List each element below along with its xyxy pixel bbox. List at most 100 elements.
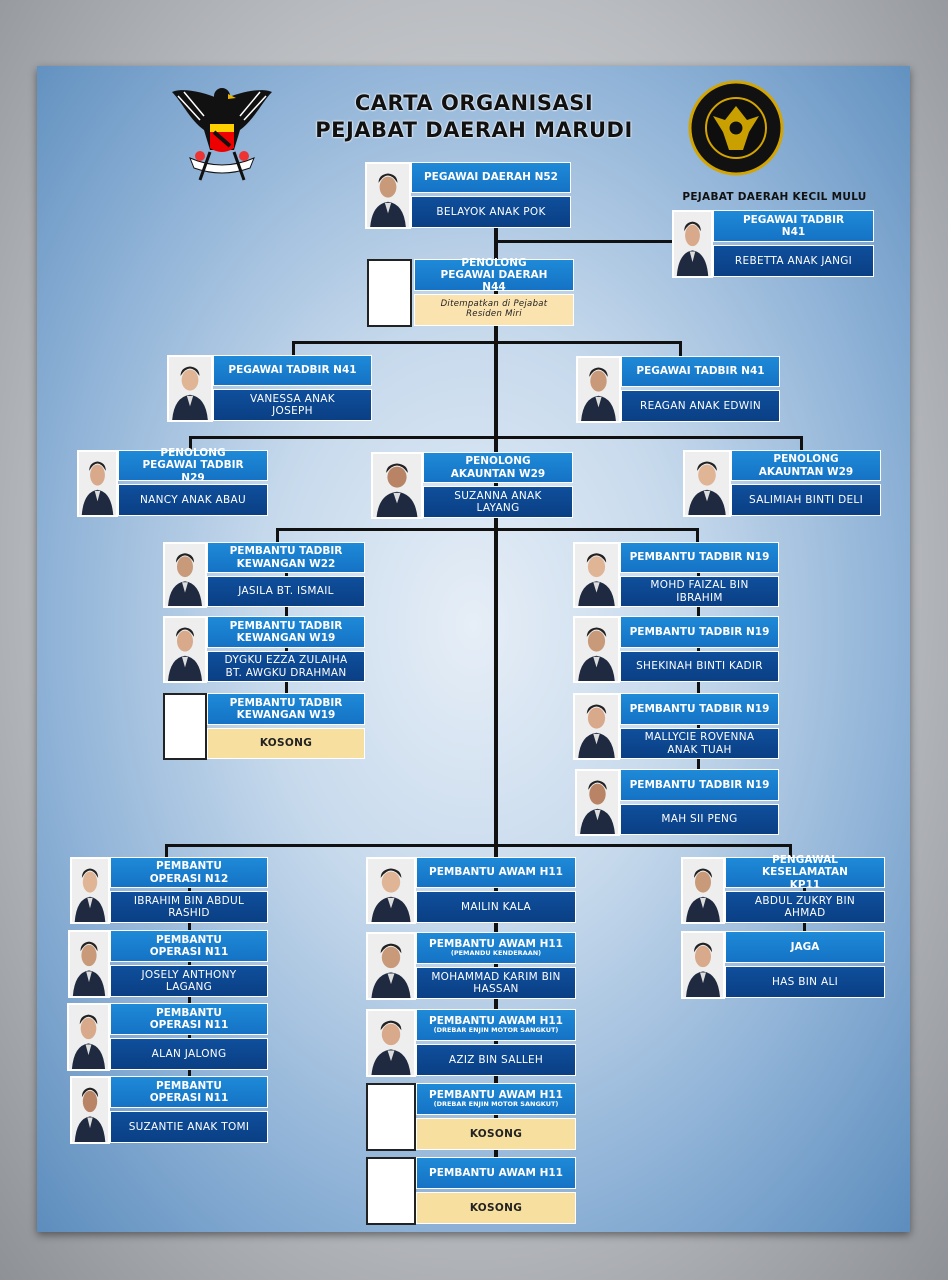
position-title: PEMBANTU AWAM H11	[416, 857, 576, 888]
staff-name-text: MOHAMMAD KARIM BIN HASSAN	[431, 970, 561, 995]
position-title: PEMBANTU AWAM H11 (DREBAR ENJIN MOTOR SAN…	[416, 1009, 576, 1041]
staff-name-text: KOSONG	[469, 1201, 523, 1214]
vacant-name: KOSONG	[416, 1192, 576, 1224]
staff-photo	[681, 931, 725, 999]
sarawak-crest-logo	[172, 88, 272, 181]
position-title-text: PEMBANTU OPERASI N11	[149, 1006, 229, 1031]
position-title-text: PEMBANTU AWAM H11	[429, 1015, 563, 1028]
staff-name-text: ALAN JALONG	[151, 1047, 227, 1060]
position-title: PEMBANTU TADBIR KEWANGAN W19	[207, 693, 365, 725]
connector-line	[696, 528, 699, 542]
position-title: PENOLONG PEGAWAI DAERAH N44	[414, 256, 574, 294]
position-title-text: JAGA	[790, 940, 820, 953]
position-title-text: PEGAWAI TADBIR N41	[228, 364, 357, 377]
vacant-name: KOSONG	[207, 728, 365, 759]
staff-name: IBRAHIM BIN ABDUL RASHID	[110, 891, 268, 923]
staff-name-text: REBETTA ANAK JANGI	[734, 254, 853, 267]
position-title-text: PEMBANTU AWAM H11	[429, 1089, 563, 1102]
civil-service-seal-logo	[688, 80, 784, 176]
staff-photo	[70, 857, 110, 924]
connector-line	[165, 844, 168, 857]
staff-photo	[371, 452, 423, 519]
position-title: PEGAWAI TADBIR N41	[213, 355, 372, 386]
staff-photo	[681, 857, 725, 924]
position-title-text: PEMBANTU TADBIR KEWANGAN W22	[229, 545, 343, 570]
staff-name: SUZANTIE ANAK TOMI	[110, 1111, 268, 1143]
staff-name-text: KOSONG	[469, 1127, 523, 1140]
staff-name-text: NANCY ANAK ABAU	[140, 493, 246, 506]
staff-name-text: IBRAHIM BIN ABDUL RASHID	[133, 894, 245, 919]
staff-name: SHEKINAH BINTI KADIR	[620, 651, 779, 682]
staff-photo	[573, 693, 620, 760]
chart-title-line1: CARTA ORGANISASI	[354, 91, 594, 115]
position-title: PEGAWAI DAERAH N52	[411, 162, 571, 193]
photo-placeholder	[367, 259, 412, 327]
staff-name-text: BELAYOK ANAK POK	[436, 205, 546, 218]
staff-name-text: HAS BIN ALI	[771, 975, 838, 988]
position-title-text: PEMBANTU OPERASI N12	[149, 860, 229, 885]
position-title-text: PENOLONG AKAUNTAN W29	[758, 453, 854, 478]
position-title: PEMBANTU OPERASI N11	[110, 930, 268, 962]
position-title-text: PEGAWAI TADBIR N41	[636, 365, 765, 378]
connector-line	[494, 228, 498, 1158]
position-title-text: PENOLONG AKAUNTAN W29	[450, 455, 546, 480]
photo-placeholder	[163, 693, 207, 760]
position-title: PEMBANTU TADBIR N19	[620, 542, 779, 573]
position-title: PENGAWAL KESELAMATAN KP11	[725, 854, 885, 891]
position-title-text: PEGAWAI DAERAH N52	[423, 171, 558, 184]
staff-photo	[366, 932, 416, 1000]
staff-name: MOHD FAIZAL BIN IBRAHIM	[620, 576, 779, 607]
staff-photo	[163, 616, 207, 683]
staff-photo	[672, 210, 713, 278]
connector-line	[496, 240, 672, 243]
staff-photo	[77, 450, 118, 517]
position-title-text: PEMBANTU AWAM H11	[429, 866, 563, 879]
staff-name: SUZANNA ANAK LAYANG	[423, 486, 573, 518]
position-title-text: PEMBANTU TADBIR N19	[629, 625, 770, 638]
position-title-text: PEMBANTU OPERASI N11	[149, 1079, 229, 1104]
staff-name: REBETTA ANAK JANGI	[713, 245, 874, 277]
photo-placeholder	[366, 1157, 416, 1225]
staff-name: JOSELY ANTHONY LAGANG	[110, 965, 268, 997]
position-title-text: PEMBANTU TADBIR N19	[629, 778, 770, 791]
staff-name: NANCY ANAK ABAU	[118, 484, 268, 516]
staff-name-text: MAH SII PENG	[661, 813, 738, 826]
staff-name-text: MOHD FAIZAL BIN IBRAHIM	[650, 579, 749, 604]
position-title-text: PEGAWAI TADBIR N41	[742, 213, 845, 238]
connector-line	[789, 844, 792, 857]
position-title-text: PEMBANTU OPERASI N11	[149, 933, 229, 958]
staff-name: MAH SII PENG	[620, 804, 779, 835]
staff-photo	[365, 162, 411, 229]
position-title: PEMBANTU TADBIR N19	[620, 616, 779, 648]
staff-name-text: JASILA BT. ISMAIL	[238, 585, 334, 598]
position-title-text: PEMBANTU AWAM H11	[429, 1166, 563, 1179]
staff-name-text: REAGAN ANAK EDWIN	[639, 399, 762, 412]
position-title: PEMBANTU AWAM H11 (DREBAR ENJIN MOTOR SAN…	[416, 1083, 576, 1115]
connector-line	[189, 436, 192, 450]
position-title: PEMBANTU OPERASI N11	[110, 1076, 268, 1108]
position-title: PEGAWAI TADBIR N41	[713, 210, 874, 242]
chart-title-line2: PEJABAT DAERAH MARUDI	[315, 118, 633, 142]
position-title-text: PEMBANTU TADBIR KEWANGAN W19	[229, 696, 343, 721]
staff-photo	[70, 1076, 110, 1144]
staff-name-text: SHEKINAH BINTI KADIR	[636, 660, 763, 673]
position-title: PEMBANTU AWAM H11 (PEMANDU KENDERAAN)	[416, 932, 576, 964]
staff-name-text: ABDUL ZUKRY BIN AHMAD	[754, 894, 856, 919]
staff-name-text: MAILIN KALA	[461, 900, 531, 913]
staff-name: Ditempatkan di Pejabat Residen Miri	[414, 294, 574, 326]
position-title: PEMBANTU TADBIR N19	[620, 769, 779, 801]
staff-name-text: SUZANNA ANAK LAYANG	[454, 489, 542, 514]
staff-name: HAS BIN ALI	[725, 966, 885, 998]
position-subtitle: (DREBAR ENJIN MOTOR SANGKUT)	[433, 1100, 559, 1109]
position-title-text: PENOLONG PEGAWAI DAERAH N44	[440, 256, 548, 294]
staff-photo	[67, 1003, 110, 1071]
staff-name: ALAN JALONG	[110, 1038, 268, 1070]
connector-line	[165, 844, 792, 847]
position-title: JAGA	[725, 931, 885, 963]
staff-name: MAILIN KALA	[416, 891, 576, 923]
position-title: PENOLONG PEGAWAI TADBIR N29	[118, 447, 268, 484]
position-title: PEMBANTU TADBIR KEWANGAN W22	[207, 542, 365, 573]
sub-office-heading: PEJABAT DAERAH KECIL MULU	[682, 191, 867, 203]
connector-line	[189, 436, 803, 439]
position-title-text: PENOLONG PEGAWAI TADBIR N29	[142, 447, 244, 484]
